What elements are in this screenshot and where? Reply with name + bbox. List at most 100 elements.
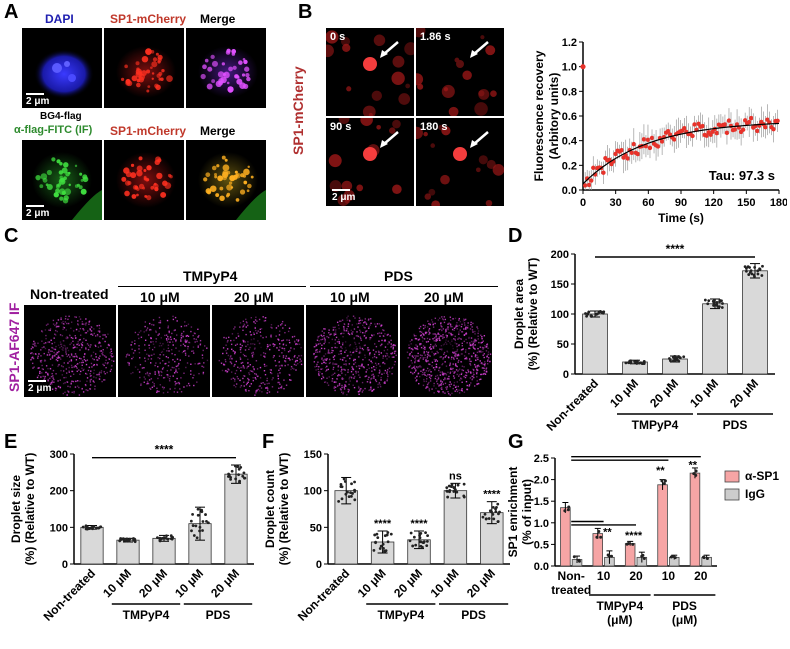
b-y-label-line1: Fluorescence recovery — [532, 50, 546, 181]
F-dot — [412, 535, 416, 539]
b-annotation: Tau: 97.3 s — [709, 168, 775, 183]
b-data-point — [775, 118, 780, 124]
b-frap-chart: 0.0 0.2 0.4 0.6 0.8 1.0 1.2 0 30 60 90 120 150 180 Tim… — [532, 37, 787, 225]
f-droplet-count-chart: 0 50 100 150 Droplet count (%) (Relative to W… — [263, 449, 510, 624]
G-bar — [689, 472, 701, 567]
E-sig-text: **** — [155, 443, 174, 457]
G-dot — [671, 554, 675, 558]
b-time-3: 180 s — [420, 121, 448, 133]
F-dot — [389, 532, 393, 536]
E-bar — [224, 473, 248, 565]
E-dot — [192, 534, 196, 537]
E-dot — [236, 465, 240, 469]
F-dot — [421, 541, 425, 544]
a-label-merge-2: Merge — [200, 124, 236, 138]
F-dot — [409, 531, 413, 535]
E-dot — [200, 510, 204, 514]
D-group-label: TMPyP4 — [632, 418, 679, 432]
F-y-tick-label: 100 — [304, 486, 322, 498]
G-y-label-line2: (% of input) — [520, 479, 534, 545]
E-dot — [120, 537, 124, 541]
c-group-line-1 — [118, 286, 306, 287]
F-dot — [379, 544, 383, 548]
D-dot — [706, 302, 710, 306]
D-dot — [756, 272, 760, 276]
F-group-label: PDS — [461, 608, 486, 622]
G-y-tick-label: 0.0 — [534, 561, 549, 573]
F-y-label-line1: Droplet count — [263, 470, 277, 548]
D-dot — [624, 361, 628, 365]
G-dot — [566, 508, 570, 512]
G-x-tick-label: 10 — [597, 569, 611, 583]
b-data-point — [659, 139, 665, 144]
b-data-point — [655, 144, 661, 149]
b-data-point — [672, 137, 677, 142]
b-data-point — [587, 182, 592, 188]
E-dot — [86, 527, 89, 531]
F-dot — [340, 497, 344, 501]
panel-letter-d: D — [508, 225, 523, 247]
G-dot — [705, 557, 709, 561]
E-dot — [158, 536, 162, 540]
D-dot — [602, 310, 606, 314]
E-dot — [196, 507, 200, 511]
D-dot — [756, 269, 760, 273]
D-dot — [672, 356, 676, 360]
D-bar — [582, 313, 608, 375]
D-dot — [675, 356, 679, 360]
E-dot — [191, 512, 194, 516]
G-bar — [560, 507, 571, 567]
F-dot — [408, 539, 412, 543]
F-x-tick-label: 10 μM — [428, 566, 462, 600]
c-cond-4: 20 μM — [424, 289, 464, 305]
G-legend-swatch — [724, 488, 740, 501]
b-arrow-icon — [383, 131, 399, 145]
a-label-dapi: DAPI — [45, 12, 74, 26]
b-data-point — [623, 153, 628, 158]
D-dot — [587, 310, 591, 314]
b-data-point — [692, 122, 697, 127]
a-image-mcherry-1 — [104, 28, 184, 108]
b-y-tick-label: 0.6 — [562, 111, 577, 123]
F-y-tick-label: 50 — [310, 522, 322, 534]
D-dot — [746, 265, 750, 269]
F-dot — [425, 544, 429, 547]
G-x-tick-label: 20 — [694, 569, 708, 583]
F-dot — [419, 540, 423, 544]
panel-letter-c: C — [4, 225, 19, 247]
G-dot — [694, 473, 698, 477]
G-x-tick-label-2: treated — [551, 583, 591, 597]
b-data-point — [601, 170, 606, 175]
b-data-point — [647, 145, 653, 151]
F-bar — [443, 490, 468, 565]
F-dot — [445, 486, 449, 490]
b-data-point — [714, 130, 720, 136]
F-dot — [419, 531, 423, 535]
d-droplet-area-chart: 0 50 100 150 200 Droplet area (%) (Relative to… — [512, 242, 775, 434]
E-dot — [169, 534, 173, 538]
a-image-mcherry-2 — [104, 140, 184, 220]
E-y-tick-label: 0 — [62, 559, 68, 571]
F-sig-label: **** — [374, 518, 392, 530]
D-dot — [677, 355, 680, 358]
D-dot — [677, 359, 681, 363]
c-cond-3: 10 μM — [330, 289, 370, 305]
D-y-tick-label: 200 — [551, 249, 569, 261]
b-x-label: Time (s) — [658, 211, 704, 225]
D-dot — [590, 314, 593, 318]
F-sig-label: ns — [449, 470, 462, 482]
b-y-tick-label: 0.4 — [562, 136, 578, 148]
F-dot — [353, 498, 357, 502]
F-dot — [386, 540, 390, 544]
c-scale-bar: 2 μm — [28, 380, 51, 394]
F-dot — [340, 485, 344, 489]
D-x-tick-label: 10 μM — [687, 376, 721, 410]
E-dot — [237, 473, 241, 477]
b-x-tick-label: 120 — [704, 197, 722, 209]
F-dot — [446, 495, 450, 499]
F-x-tick-label: 10 μM — [355, 566, 389, 600]
F-dot — [456, 483, 460, 487]
G-dot — [597, 529, 601, 533]
D-y-tick-label: 150 — [551, 279, 569, 291]
b-image-1-86s — [416, 28, 504, 116]
